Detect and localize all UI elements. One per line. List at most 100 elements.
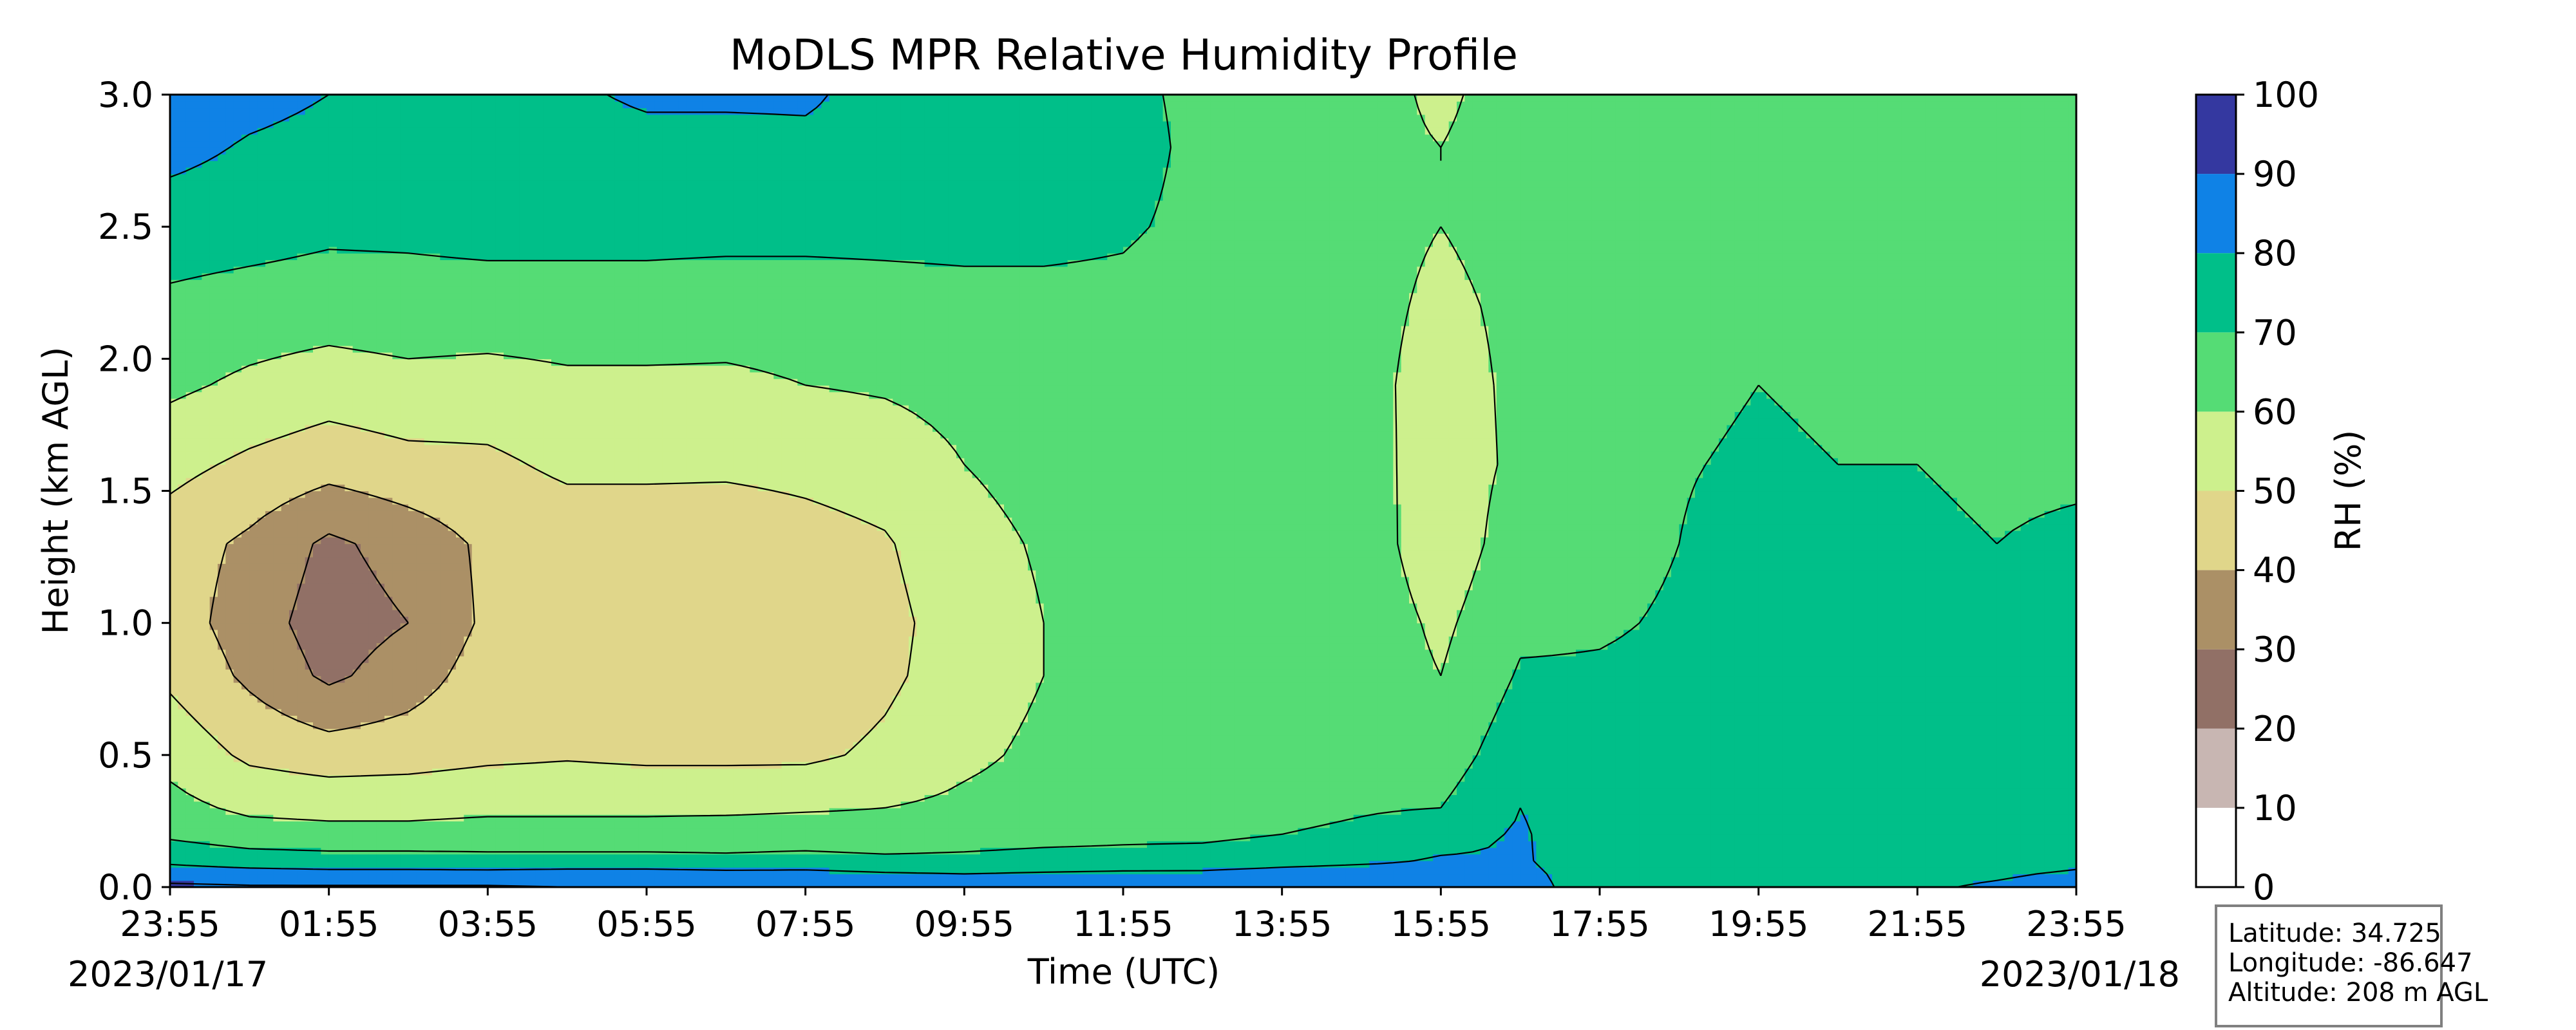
rh-cell (368, 517, 377, 525)
rh-cell (368, 742, 377, 749)
rh-cell (233, 570, 242, 577)
rh-cell (345, 867, 354, 875)
rh-cell (376, 715, 385, 723)
rh-cell (440, 371, 449, 379)
rh-cell (392, 543, 401, 551)
rh-cell (225, 345, 234, 353)
rh-cell (281, 140, 290, 148)
rh-cell (249, 827, 258, 835)
rh-cell (448, 841, 457, 848)
rh-cell (376, 860, 385, 868)
rh-cell (202, 391, 211, 399)
rh-cell (368, 127, 377, 135)
rh-cell (368, 438, 377, 445)
rh-cell (249, 154, 258, 162)
rh-cell (328, 841, 337, 848)
rh-cell (202, 239, 211, 247)
rh-cell (265, 583, 274, 590)
rh-cell (321, 424, 330, 432)
rh-cell (480, 174, 488, 181)
rh-cell (194, 458, 202, 465)
rh-cell (337, 821, 345, 829)
rh-cell (297, 570, 306, 577)
rh-cell (209, 570, 218, 577)
rh-cell (416, 160, 425, 168)
rh-cell (289, 187, 298, 194)
rh-cell (408, 636, 417, 644)
rh-cell (209, 695, 218, 703)
rh-cell (488, 834, 497, 841)
rh-cell (321, 147, 330, 154)
rh-cell (432, 286, 440, 294)
rh-cell (194, 484, 202, 492)
rh-cell (480, 675, 488, 683)
rh-cell (257, 768, 266, 776)
rh-cell (225, 180, 234, 188)
rh-cell (265, 596, 274, 604)
rh-cell (456, 332, 464, 340)
rh-cell (289, 306, 298, 314)
rh-cell (352, 682, 361, 689)
rh-cell (328, 576, 337, 584)
rh-cell (424, 557, 433, 564)
rh-cell (297, 272, 306, 280)
rh-cell (480, 662, 488, 670)
rh-cell (281, 312, 290, 320)
rh-cell (170, 227, 178, 234)
rh-cell (384, 517, 393, 525)
rh-cell (233, 398, 242, 406)
rh-cell (471, 379, 480, 386)
rh-cell (352, 854, 361, 861)
rh-cell (416, 134, 425, 142)
rh-cell (337, 174, 345, 181)
rh-cell (185, 299, 194, 306)
rh-cell (432, 134, 440, 142)
rh-cell (209, 306, 218, 314)
rh-cell (456, 458, 464, 465)
rh-cell (265, 451, 274, 458)
rh-cell (471, 477, 480, 485)
rh-cell (265, 642, 274, 650)
rh-cell (392, 398, 401, 406)
rh-cell (408, 174, 417, 181)
rh-cell (352, 794, 361, 802)
rh-cell (249, 227, 258, 234)
rh-cell (185, 253, 194, 261)
rh-cell (257, 174, 266, 181)
rh-cell (392, 286, 401, 294)
rh-cell (376, 411, 385, 419)
rh-cell (480, 114, 488, 122)
rh-cell (321, 748, 330, 756)
rh-cell (273, 134, 282, 142)
rh-cell (242, 814, 250, 822)
rh-cell (242, 590, 250, 597)
rh-cell (337, 286, 345, 294)
rh-cell (225, 788, 234, 795)
rh-cell (424, 834, 433, 841)
rh-cell (178, 642, 187, 650)
rh-cell (273, 167, 282, 174)
rh-cell (218, 728, 226, 736)
rh-cell (432, 332, 440, 340)
rh-cell (297, 477, 306, 485)
rh-cell (352, 180, 361, 188)
rh-cell (194, 788, 202, 795)
rh-cell (305, 259, 314, 267)
rh-cell (321, 603, 330, 610)
rh-cell (440, 312, 449, 320)
rh-cell (178, 709, 187, 716)
rh-cell (328, 662, 337, 670)
rh-cell (432, 491, 440, 498)
rh-cell (313, 233, 321, 241)
rh-cell (480, 768, 488, 776)
rh-cell (185, 689, 194, 697)
rh-cell (289, 675, 298, 683)
rh-cell (368, 709, 377, 716)
rh-cell (265, 444, 274, 452)
rh-cell (218, 649, 226, 657)
rh-cell (202, 134, 211, 142)
rh-cell (321, 207, 330, 214)
rh-cell (368, 213, 377, 221)
rh-cell (265, 880, 274, 888)
rh-cell (233, 352, 242, 359)
